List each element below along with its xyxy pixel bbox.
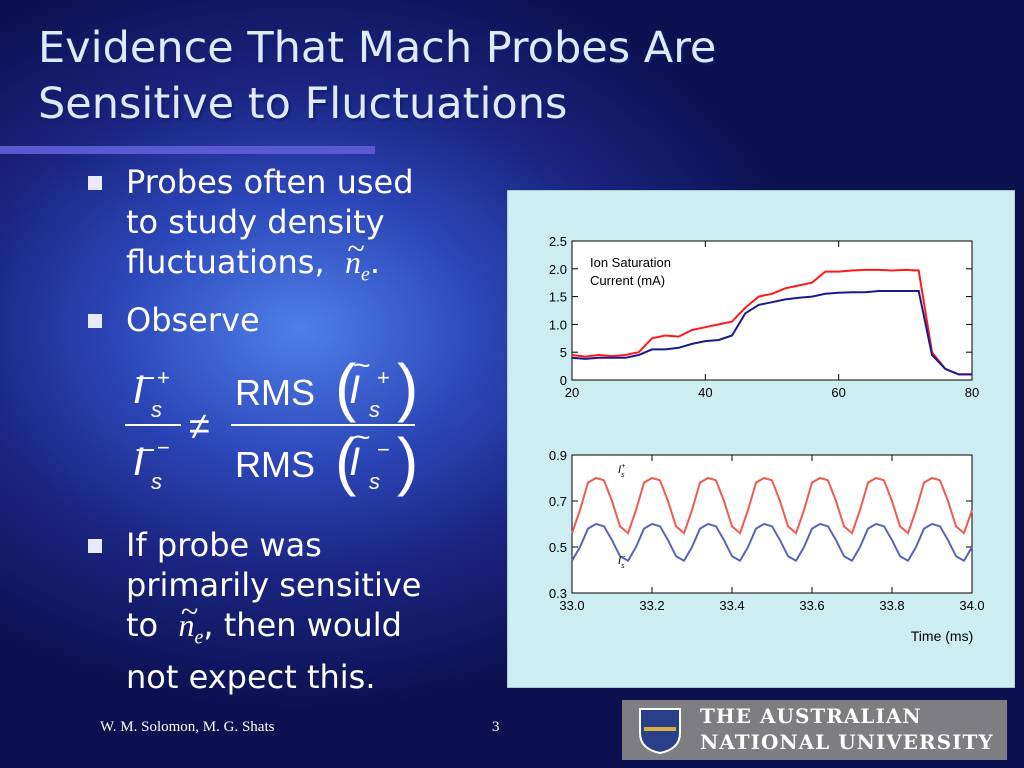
tilde: ~	[180, 593, 198, 629]
eq-sub: s	[369, 397, 380, 422]
y-tick-label: 2.5	[549, 234, 567, 249]
eq-bar: _	[136, 347, 155, 380]
paren: )	[397, 351, 418, 423]
series-line	[571, 290, 972, 376]
x-tick-label: 40	[698, 385, 712, 400]
bullet: Observe	[88, 300, 260, 340]
y-tick-label: 1.0	[549, 317, 567, 332]
y-tick-label: 0.7	[549, 494, 567, 509]
x-tick-label: 33.4	[719, 598, 744, 613]
x-tick-label: 34.0	[959, 598, 984, 613]
plot-area	[571, 454, 973, 594]
footer-authors: W. M. Solomon, M. G. Shats	[100, 719, 275, 735]
eq-sub: s	[369, 469, 380, 494]
legend-name: I	[618, 555, 621, 567]
eq-sub: s	[151, 469, 162, 494]
eq-sup: −	[377, 437, 390, 462]
paren: )	[397, 425, 418, 497]
x-tick-label: 20	[565, 385, 579, 400]
logo-line: NATIONAL UNIVERSITY	[700, 730, 994, 754]
slide-title: Evidence That Mach Probes Are Sensitive …	[38, 20, 716, 132]
bullet-mark	[88, 314, 102, 328]
series-line	[571, 522, 973, 563]
x-axis-label: Time (ms)	[911, 628, 973, 644]
sub: e	[194, 626, 204, 649]
bullet-line: not expect this.	[126, 658, 376, 697]
bullet-line: to ~ ne, then would	[126, 593, 421, 657]
density-symbol: ~ ne	[178, 593, 203, 648]
y-tick-label: 0.3	[549, 586, 567, 601]
sub: e	[360, 263, 370, 286]
legend-sub: s	[621, 563, 625, 570]
tilde: ~	[346, 230, 365, 266]
bullet-line: Observe	[126, 301, 260, 339]
eq-symbol: I	[349, 368, 360, 412]
equation: I _ + s I _ − s ≠ RMS ( I ~ + s ) RMS ( …	[125, 347, 418, 497]
annotation: Ion Saturation	[590, 255, 671, 270]
legend-name: I	[618, 464, 621, 476]
bullet-text: , then would	[203, 606, 402, 644]
eq-tilde: ~	[353, 349, 371, 382]
eq-rms: RMS	[235, 444, 315, 485]
bullet-mark	[88, 176, 102, 190]
bullet-line: primarily sensitive	[126, 566, 422, 604]
bullet-line: If probe was	[126, 526, 322, 564]
eq-tilde: ~	[353, 421, 371, 454]
bullet: If probe was primarily sensitive to ~ ne,…	[88, 525, 421, 697]
legend-sup: −	[621, 554, 625, 561]
n: n	[344, 244, 361, 280]
annotation: Current (mA)	[590, 273, 665, 288]
bullet-text: .	[369, 243, 381, 281]
eq-symbol: I	[349, 440, 360, 484]
eq-neq: ≠	[189, 406, 210, 448]
series-line	[571, 268, 972, 376]
eq-sub: s	[151, 397, 162, 422]
university-logo: THE AUSTRALIAN NATIONAL UNIVERSITY	[622, 700, 1007, 760]
n: n	[178, 607, 195, 643]
x-tick-label: 33.0	[559, 598, 584, 613]
y-tick-label: 0.5	[549, 540, 567, 555]
series-line	[571, 476, 973, 535]
x-tick-label: 33.6	[799, 598, 824, 613]
figure: 0 5 1.0 1.5 2.0 2.5 20 40 60 80 Ion Saturation Curr…	[507, 190, 1015, 688]
logo-line: THE AUSTRALIAN	[700, 704, 922, 728]
eq-symbol: I	[133, 368, 144, 412]
bullet-mark	[88, 539, 102, 553]
y-tick-label: 2.0	[549, 262, 567, 277]
title-line: Evidence That Mach Probes Are	[38, 23, 717, 73]
density-symbol: ~ ne	[344, 230, 370, 285]
x-tick-label: 33.2	[639, 598, 664, 613]
plot-area	[571, 240, 973, 381]
title-bar	[0, 146, 375, 154]
legend-sub: s	[621, 472, 625, 479]
bullet-line: fluctuations, ~ ne.	[126, 230, 414, 294]
eq-sup: +	[157, 365, 170, 390]
eq-sup: +	[377, 365, 390, 390]
y-tick-label: 1.5	[549, 290, 567, 305]
legend-entry: I− s	[618, 554, 625, 570]
page-number: 3	[492, 719, 500, 735]
bullet-line: Probes often used	[126, 163, 414, 201]
eq-sup: −	[157, 435, 170, 460]
eq-rms: RMS	[235, 372, 315, 413]
y-tick-label: 5	[560, 345, 567, 360]
crest	[639, 708, 681, 755]
y-tick-label: 0.9	[549, 448, 567, 463]
bullet: Probes often used to study density fluct…	[88, 162, 414, 294]
x-tick-label: 60	[831, 385, 845, 400]
eq-bar: _	[136, 419, 155, 452]
bullet-line: to study density	[126, 203, 385, 241]
title-line: Sensitive to Fluctuations	[38, 79, 568, 129]
paren: (	[335, 425, 356, 497]
bullet-line: to	[126, 606, 159, 644]
x-tick-label: 80	[965, 385, 979, 400]
legend-entry: I+ s	[618, 463, 625, 479]
legend-sup: +	[621, 463, 625, 470]
y-tick-label: 0	[560, 373, 567, 388]
bullet-line: fluctuations,	[126, 243, 325, 281]
x-tick-label: 33.8	[879, 598, 904, 613]
paren: (	[335, 351, 356, 423]
eq-symbol: I	[133, 440, 144, 484]
